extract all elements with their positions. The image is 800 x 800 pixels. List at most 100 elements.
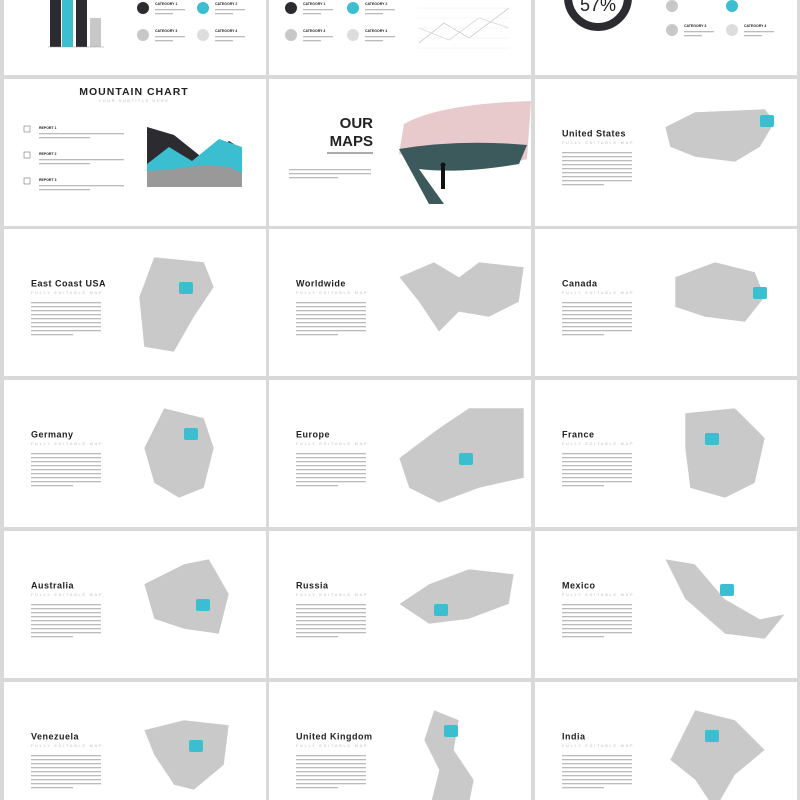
slide: Europe FULLY EDITABLE MAP (269, 380, 531, 527)
body-text-line (562, 314, 632, 316)
body-text-line (289, 173, 371, 175)
category-label: CATEGORY 3 (155, 29, 177, 33)
slide: Australia FULLY EDITABLE MAP (4, 531, 266, 678)
body-text-line (562, 168, 632, 170)
photo-forest (399, 142, 527, 204)
map-highlight (179, 282, 193, 294)
body-text-line (155, 9, 185, 11)
map-title: Mexico (562, 580, 596, 590)
body-text-line (296, 612, 366, 614)
body-text-line (296, 787, 338, 789)
body-text-line (296, 457, 366, 459)
body-text-line (215, 13, 233, 15)
body-text-line (562, 160, 632, 162)
map (143, 558, 230, 635)
map-land (664, 108, 776, 163)
map (684, 407, 766, 499)
slide: Canada FULLY EDITABLE MAP (535, 229, 797, 376)
body-text-line (303, 13, 321, 15)
body-text-line (31, 755, 101, 757)
body-text-line (296, 302, 366, 304)
map (143, 719, 230, 791)
slide: Russia FULLY EDITABLE MAP (269, 531, 531, 678)
body-text-line (289, 169, 371, 171)
body-text-line (31, 481, 101, 483)
body-text-line (31, 306, 101, 308)
map-title: Worldwide (296, 278, 346, 288)
body-text-line (296, 755, 366, 757)
body-text-line (296, 767, 366, 769)
map (674, 261, 767, 323)
body-text-line (31, 636, 73, 638)
body-text-line (296, 330, 366, 332)
map-subtitle: FULLY EDITABLE MAP (31, 291, 103, 295)
body-text-line (562, 755, 632, 757)
bar (76, 0, 87, 47)
map (664, 558, 786, 640)
body-text-line (562, 775, 632, 777)
slide: Germany FULLY EDITABLE MAP (4, 380, 266, 527)
map (664, 108, 776, 163)
body-text-line (562, 636, 604, 638)
body-text-line (31, 461, 101, 463)
map-subtitle: FULLY EDITABLE MAP (562, 442, 634, 446)
body-text-line (562, 608, 632, 610)
body-text-line (562, 176, 632, 178)
category-label: CATEGORY 3 (684, 24, 706, 28)
body-text-line (303, 40, 321, 42)
body-text-line (562, 164, 632, 166)
body-text-line (296, 628, 366, 630)
body-text-line (296, 624, 366, 626)
body-text-line (562, 469, 632, 471)
map-subtitle: FULLY EDITABLE MAP (296, 291, 368, 295)
body-text-line (31, 783, 101, 785)
body-text-line (562, 172, 632, 174)
body-text-line (296, 616, 366, 618)
photo-person (441, 167, 445, 189)
map-land (398, 261, 525, 333)
body-text-line (31, 473, 101, 475)
category-icon (347, 2, 359, 14)
body-text-line (155, 13, 173, 15)
map-land (669, 709, 766, 800)
map-title: Venezuela (31, 731, 80, 741)
map-subtitle: FULLY EDITABLE MAP (31, 442, 103, 446)
slide: CATEGORY 1 CATEGORY 2 CATEGORY 3 CATEGORY 4 (269, 0, 531, 75)
map-highlight (705, 433, 719, 445)
body-text-line (296, 632, 366, 634)
body-text-line (31, 326, 101, 328)
body-text-line (744, 31, 774, 33)
map-highlight (760, 115, 774, 127)
map-title: India (562, 731, 586, 741)
map-title: Germany (31, 429, 74, 439)
body-text-line (562, 767, 632, 769)
category-icon (666, 24, 678, 36)
body-text-line (562, 477, 632, 479)
map-highlight (720, 584, 734, 596)
map-land (143, 558, 230, 635)
body-text-line (365, 13, 383, 15)
body-text-line (31, 465, 101, 467)
report-icon (23, 125, 31, 133)
map-subtitle: FULLY EDITABLE MAP (31, 744, 103, 748)
body-text-line (296, 326, 366, 328)
line-decoration (418, 17, 510, 41)
body-text-line (562, 334, 604, 336)
slide-background (269, 0, 531, 75)
body-text-line (296, 310, 366, 312)
body-text-line (562, 787, 604, 789)
percent-label: 57% (580, 0, 616, 15)
slide: East Coast USA FULLY EDITABLE MAP (4, 229, 266, 376)
map (138, 256, 215, 353)
body-text-line (215, 36, 245, 38)
map-land (138, 256, 215, 353)
category-icon (137, 29, 149, 41)
body-text-line (562, 779, 632, 781)
body-text-line (31, 620, 101, 622)
body-text-line (31, 759, 101, 761)
body-text-line (296, 481, 366, 483)
body-text-line (296, 453, 366, 455)
body-text-line (562, 485, 604, 487)
